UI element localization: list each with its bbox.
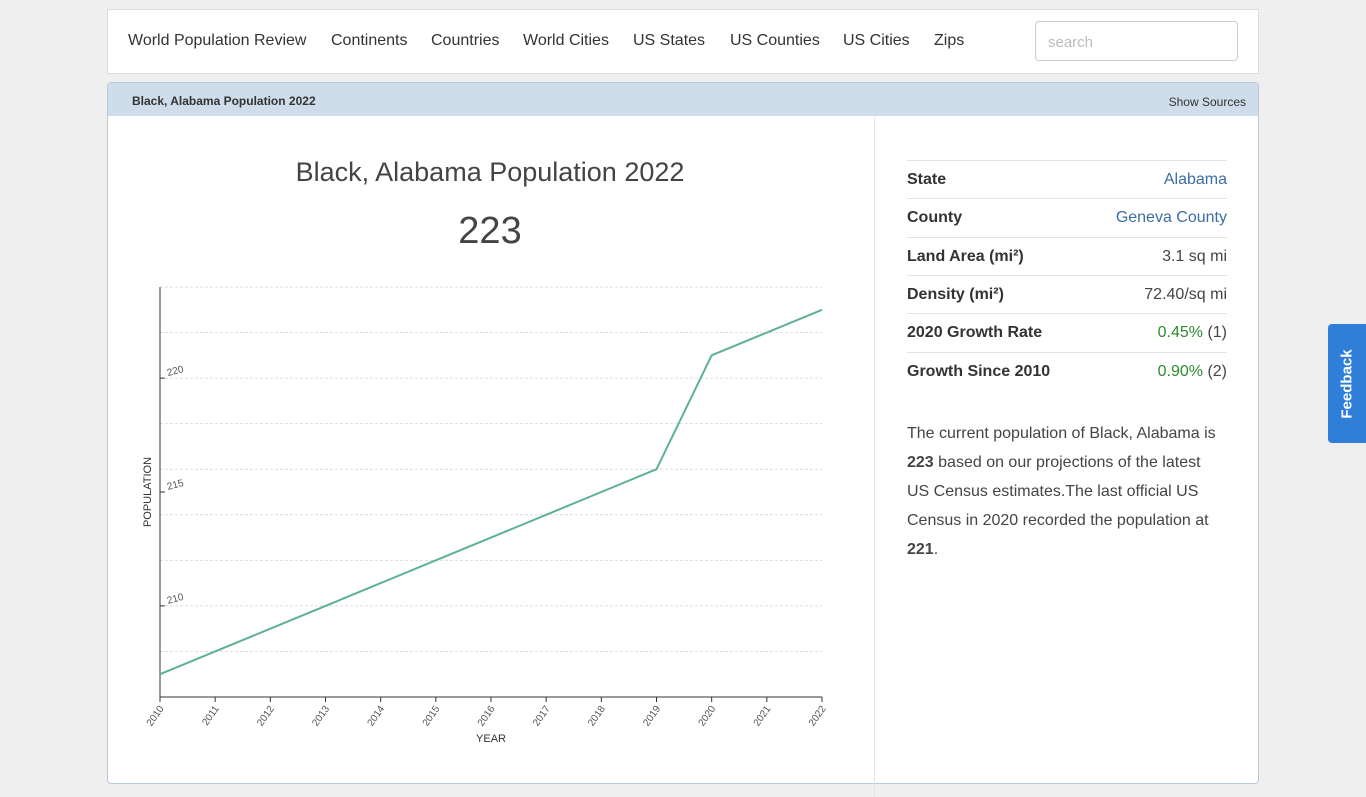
nav-link[interactable]: Continents <box>331 32 408 49</box>
y-tick-label: 210 <box>166 592 185 607</box>
y-axis-label: POPULATION <box>142 457 154 527</box>
fact-label: Land Area (mi²) <box>907 248 1024 265</box>
fact-note[interactable]: (2) <box>1207 363 1227 380</box>
fact-label: Density (mi²) <box>907 286 1004 303</box>
x-tick-label: 2011 <box>200 704 222 728</box>
x-tick-label: 2017 <box>531 704 553 729</box>
brand-link[interactable]: World Population Review <box>128 32 307 49</box>
nav-link[interactable]: Zips <box>934 32 965 49</box>
description-bold: 223 <box>907 454 934 471</box>
navbar: World Population Review Continents Count… <box>107 9 1259 74</box>
nav-link[interactable]: World Cities <box>523 32 609 49</box>
fact-row: Land Area (mi²) 3.1 sq mi <box>907 237 1227 276</box>
search-placeholder: search <box>1048 34 1094 51</box>
panel-header: Black, Alabama Population 2022 Show Sour… <box>108 83 1258 116</box>
fact-label: State <box>907 171 947 188</box>
fact-value[interactable]: Geneva County <box>1115 209 1227 226</box>
fact-row: County Geneva County <box>907 198 1227 237</box>
x-tick-label: 2012 <box>255 704 277 729</box>
x-tick-label: 2019 <box>641 704 663 729</box>
fact-label: Growth Since 2010 <box>907 363 1051 380</box>
x-axis-label: YEAR <box>476 733 506 745</box>
fact-row: State Alabama <box>907 160 1227 199</box>
fact-label: County <box>907 209 963 226</box>
fact-value: 3.1 sq mi <box>1162 248 1227 265</box>
page: World Population Review Continents Count… <box>107 9 1366 784</box>
divider <box>874 117 875 797</box>
chart: Black, Alabama Population 2022 223 YEAR … <box>142 157 829 745</box>
fact-row: Density (mi²) 72.40/sq mi <box>907 275 1227 314</box>
fact-note[interactable]: (1) <box>1207 324 1227 341</box>
chart-title: Black, Alabama Population 2022 <box>296 157 685 187</box>
x-tick-label: 2016 <box>476 704 498 729</box>
description: The current population of Black, Alabama… <box>907 419 1222 564</box>
feedback-tab[interactable]: Feedback <box>1328 324 1366 443</box>
nav-link[interactable]: US States <box>633 32 706 49</box>
description-text: The current population of Black, Alabama… <box>907 425 1216 442</box>
fact-label: 2020 Growth Rate <box>907 324 1043 341</box>
feedback-label: Feedback <box>1338 349 1356 419</box>
panel-title: Black, Alabama Population 2022 <box>132 94 316 108</box>
nav-link[interactable]: US Cities <box>843 32 910 49</box>
panel: Black, Alabama Population 2022 Show Sour… <box>107 82 1259 797</box>
description-bold: 221 <box>907 541 934 558</box>
line-series <box>159 308 823 676</box>
y-tick-label: 215 <box>166 478 185 493</box>
show-sources[interactable]: Show Sources <box>1168 95 1246 109</box>
nav-link[interactable]: US Counties <box>730 32 820 49</box>
x-tick-label: 2018 <box>586 704 608 729</box>
fact-value[interactable]: Alabama <box>1163 171 1227 188</box>
x-tick-label: 2021 <box>752 704 774 729</box>
x-tick-label: 2010 <box>145 704 167 729</box>
description-text: based on our projections of the latest U… <box>907 454 1209 529</box>
x-tick-label: 2014 <box>366 704 388 729</box>
fact-value: 0.90% <box>1157 363 1203 380</box>
x-tick-label: 2020 <box>697 704 719 729</box>
fact-value: 72.40/sq mi <box>1144 286 1227 303</box>
fact-row: Growth Since 2010 0.90% (2) <box>907 352 1227 391</box>
search-input[interactable]: search <box>1035 21 1238 61</box>
x-tick-label: 2013 <box>310 704 332 729</box>
x-tick-label: 2022 <box>807 704 829 729</box>
chart-headline: 223 <box>458 210 521 252</box>
fact-value: 0.45% <box>1157 324 1203 341</box>
y-tick-label: 220 <box>166 364 185 379</box>
description-text: . <box>933 541 939 558</box>
x-tick-label: 2015 <box>421 704 443 729</box>
fact-row: 2020 Growth Rate 0.45% (1) <box>907 313 1227 352</box>
nav-link[interactable]: Countries <box>431 32 500 49</box>
